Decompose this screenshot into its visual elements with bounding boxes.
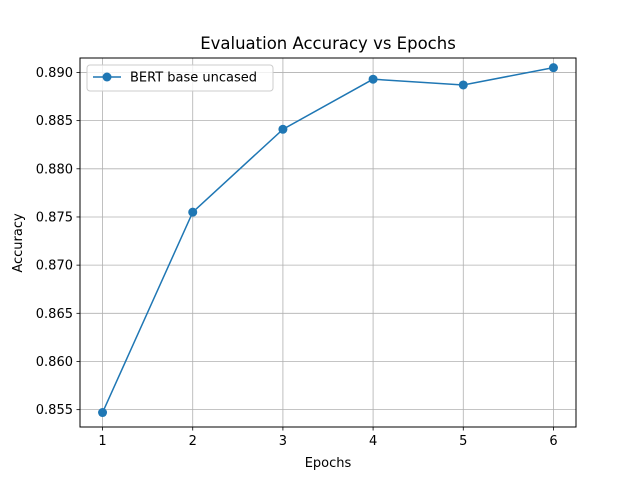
data-point (368, 74, 378, 84)
legend-box (86, 64, 274, 92)
legend-entry-label: BERT base uncased (130, 71, 257, 86)
x-tick-label: 2 (189, 434, 197, 449)
x-axis-label: Epochs (305, 456, 352, 471)
y-tick-label: 0.875 (36, 210, 73, 225)
y-tick-label: 0.860 (36, 355, 73, 370)
grid (80, 58, 576, 427)
plot-area-frame (79, 57, 577, 428)
plot-data (98, 63, 558, 418)
chart-title: Evaluation Accuracy vs Epochs (200, 34, 456, 53)
x-tick-label: 3 (279, 434, 287, 449)
y-tick-label: 0.870 (36, 259, 73, 274)
x-tick-label: 6 (549, 434, 557, 449)
y-tick-label: 0.880 (36, 162, 73, 177)
data-point (548, 63, 558, 73)
x-tick-label: 5 (459, 434, 467, 449)
series-line (101, 66, 554, 413)
data-point (98, 408, 108, 418)
y-tick-label: 0.885 (36, 114, 73, 129)
y-tick-label: 0.855 (36, 403, 73, 418)
x-tick-label: 1 (98, 434, 106, 449)
x-tick-label: 4 (369, 434, 377, 449)
y-axis-label: Accuracy (11, 213, 26, 273)
legend: BERT base uncased (86, 64, 274, 92)
data-point (188, 207, 198, 217)
y-tick-label: 0.890 (36, 66, 73, 81)
data-point (278, 124, 288, 134)
y-tick-label: 0.865 (36, 307, 73, 322)
legend-marker (102, 72, 112, 82)
data-point (458, 80, 468, 90)
y-axis-ticks: 0.855 0.860 0.865 0.870 0.875 0.880 0.885 0.890 (36, 66, 80, 418)
x-axis-ticks: 1 2 3 4 5 6 (98, 427, 558, 449)
